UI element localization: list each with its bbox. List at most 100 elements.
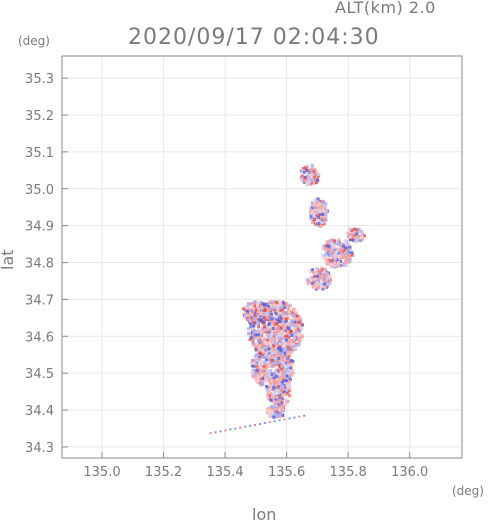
echo-pixel (279, 391, 283, 395)
echo-pixel (246, 318, 250, 322)
echo-pixel (288, 366, 292, 370)
echo-pixel (265, 304, 269, 308)
echo-pixel (278, 378, 282, 382)
echo-pixel (282, 306, 286, 309)
echo-pixel (322, 209, 326, 212)
echo-pixel (263, 313, 267, 317)
echo-pixel (256, 344, 260, 348)
echo-pixel (270, 340, 273, 344)
echo-pixel (335, 257, 339, 261)
echo-pixel (276, 314, 280, 318)
echo-pixel (279, 338, 283, 342)
echo-pixel (348, 227, 352, 231)
echo-pixel (254, 312, 258, 316)
echo-pixel (291, 338, 295, 342)
echo-pixel (348, 245, 352, 249)
echo-pixel (313, 275, 316, 279)
echo-pixel (307, 280, 311, 284)
echo-pixel (267, 376, 271, 380)
echo-pixel (248, 319, 252, 323)
echo-pixel (311, 206, 315, 210)
echo-pixel (346, 235, 350, 239)
echo-pixel (256, 367, 260, 371)
x-axis-ticks: 135.0 135.2 135.4 135.6 135.8 136.0 (83, 452, 428, 480)
echo-pixel (325, 278, 329, 282)
echo-pixel (293, 324, 297, 328)
echo-pixel (261, 302, 265, 306)
echo-pixel (267, 334, 271, 338)
echo-pixel (243, 316, 247, 320)
echo-pixel (342, 244, 346, 248)
echo-pixel (284, 389, 288, 393)
echo-pixel (323, 285, 327, 289)
echo-pixel (321, 253, 325, 257)
x-tick-label: 136.0 (391, 465, 428, 480)
echo-pixel (300, 327, 304, 331)
echo-pixel (332, 243, 336, 247)
echo-pixel (296, 328, 300, 332)
echo-pixel (290, 359, 293, 363)
echo-pixel (319, 205, 323, 209)
echo-pixel (273, 394, 276, 398)
echo-pixel (268, 341, 271, 345)
echo-pixel (268, 353, 272, 357)
echo-pixel (285, 384, 289, 388)
echo-pixel (280, 365, 284, 369)
echo-pixel (302, 166, 306, 170)
echo-pixel (323, 256, 327, 260)
echo-pixel (311, 285, 315, 289)
echo-pixel (248, 314, 252, 318)
echo-pixel (270, 346, 274, 350)
echo-pixel (274, 371, 278, 375)
echo-pixel (310, 201, 314, 205)
x-tick-label: 135.0 (83, 465, 120, 480)
echo-pixel (274, 412, 278, 415)
echo-pixel (242, 307, 246, 311)
echo-pixel (328, 258, 332, 262)
echo-pixel (326, 262, 330, 266)
echo-pixel (284, 338, 288, 342)
echo-pixel (286, 314, 289, 318)
echo-pixel (259, 318, 263, 322)
echo-pixel (270, 300, 274, 303)
echo-pixel (254, 423, 256, 426)
echo-pixel (278, 347, 282, 351)
echo-pixel (329, 279, 332, 282)
echo-pixel (273, 409, 277, 413)
echo-pixel (318, 276, 322, 280)
echo-pixel (292, 327, 296, 331)
echo-pixel (287, 364, 291, 368)
echo-pixel (259, 312, 263, 315)
echo-pixel (246, 327, 250, 331)
echo-pixel (250, 327, 254, 331)
echo-pixel (315, 283, 319, 287)
echo-pixel (276, 344, 280, 348)
echo-pixel (274, 404, 278, 408)
echo-pixel (256, 320, 260, 324)
echo-pixel (358, 234, 362, 238)
echo-pixel (346, 255, 350, 259)
echo-pixel (239, 426, 242, 429)
echo-pixel (276, 385, 280, 389)
echo-pixel (314, 199, 318, 203)
echo-pixel (290, 373, 294, 377)
echo-pixel (275, 377, 279, 381)
echo-pixel (242, 312, 246, 316)
echo-pixel (337, 238, 341, 242)
echo-pixel (335, 261, 339, 265)
echo-pixel (324, 253, 328, 257)
echo-pixel (277, 395, 281, 399)
echo-pixel (279, 308, 283, 311)
echo-pixel (245, 316, 249, 320)
echo-pixel (347, 260, 351, 264)
echo-pixel (273, 300, 277, 304)
echo-pixel (277, 349, 281, 353)
echo-pixel (339, 251, 343, 254)
echo-pixel (275, 386, 279, 390)
echo-pixel (281, 413, 285, 417)
echo-pixel (272, 308, 276, 312)
echo-pixel (310, 174, 314, 178)
echo-pixel (267, 390, 271, 394)
echo-pixel (331, 254, 335, 258)
echo-pixel (268, 411, 272, 415)
